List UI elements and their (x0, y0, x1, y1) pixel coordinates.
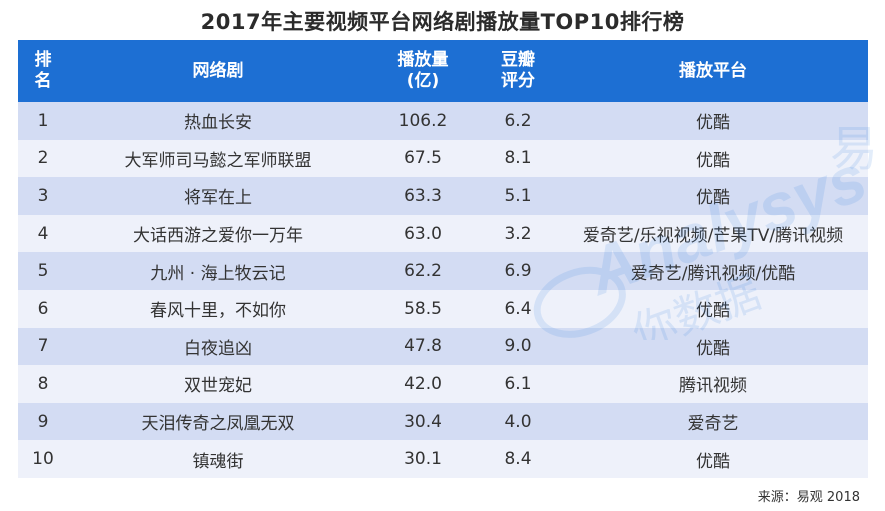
views-cell: 30.1 (404, 449, 442, 470)
table-row: 6 春风十里，不如你 58.5 6.4 优酷 (18, 289, 868, 328)
views-cell: 106.2 (398, 110, 448, 131)
views-cell: 58.5 (404, 298, 442, 319)
rank-cell: 1 (37, 110, 49, 131)
header-score: 豆瓣 评分 (501, 50, 535, 91)
views-cell: 63.0 (404, 223, 442, 244)
rank-cell: 4 (37, 223, 49, 244)
rank-cell: 6 (37, 298, 49, 319)
table-row: 4 大话西游之爱你一万年 63.0 3.2 爱奇艺/乐视视频/芒果TV/腾讯视频 (18, 214, 868, 253)
score-cell: 4.0 (504, 411, 532, 432)
drama-cell: 镇魂街 (192, 451, 244, 472)
table-row: 2 大军师司马懿之军师联盟 67.5 8.1 优酷 (18, 139, 868, 178)
score-cell: 6.9 (504, 261, 532, 282)
ranking-table: 排 名 网络剧 播放量 (亿) 豆瓣 评分 播放平台 1 热血长安 106.2 6.2… (18, 40, 868, 478)
score-cell: 6.2 (504, 110, 532, 131)
platform-cell: 腾讯视频 (679, 376, 747, 397)
platform-cell: 优酷 (696, 451, 730, 472)
table-row: 8 双世宠妃 42.0 6.1 腾讯视频 (18, 365, 868, 403)
score-cell: 8.4 (504, 449, 532, 470)
table-row: 9 天泪传奇之凤凰无双 30.4 4.0 爱奇艺 (18, 402, 868, 441)
views-cell: 67.5 (404, 148, 442, 169)
rank-cell: 8 (37, 373, 49, 394)
views-cell: 62.2 (404, 261, 442, 282)
platform-cell: 爱奇艺 (687, 414, 739, 435)
header-rank: 排 名 (34, 50, 52, 91)
drama-cell: 大军师司马懿之军师联盟 (124, 150, 312, 171)
table-header: 排 名 网络剧 播放量 (亿) 豆瓣 评分 播放平台 (18, 40, 868, 102)
drama-cell: 将军在上 (184, 188, 252, 209)
drama-cell: 热血长安 (184, 113, 252, 134)
drama-cell: 九州 · 海上牧云记 (150, 263, 286, 284)
table-row: 3 将军在上 63.3 5.1 优酷 (18, 177, 868, 215)
table-row: 7 白夜追凶 47.8 9.0 优酷 (18, 327, 868, 366)
drama-cell: 天泪传奇之凤凰无双 (141, 414, 295, 435)
rank-cell: 7 (37, 336, 49, 357)
drama-cell: 春风十里，不如你 (150, 301, 286, 322)
rank-cell: 3 (37, 185, 49, 206)
drama-cell: 双世宠妃 (184, 376, 252, 397)
page-title: 2017年主要视频平台网络剧播放量TOP10排行榜 (200, 10, 685, 34)
rank-cell: 9 (37, 411, 49, 432)
header-platform: 播放平台 (679, 60, 747, 81)
header-drama: 网络剧 (192, 60, 244, 81)
platform-cell: 爱奇艺/腾讯视频/优酷 (630, 263, 796, 284)
table-row: 10 镇魂街 30.1 8.4 优酷 (18, 440, 868, 478)
table-row: 5 九州 · 海上牧云记 62.2 6.9 爱奇艺/腾讯视频/优酷 (18, 252, 868, 290)
score-cell: 9.0 (504, 336, 532, 357)
score-cell: 5.1 (504, 185, 532, 206)
score-cell: 6.1 (504, 373, 532, 394)
rank-cell: 5 (37, 261, 49, 282)
score-cell: 8.1 (504, 148, 532, 169)
drama-cell: 白夜追凶 (184, 338, 252, 359)
score-cell: 6.4 (504, 298, 532, 319)
table-body: 1 热血长安 106.2 6.2 优酷 2 大军师司马懿之军师联盟 67.5 8.1 优酷 3 将军在… (18, 102, 868, 478)
views-cell: 63.3 (404, 185, 442, 206)
source-note: 来源：易观 2018 (757, 490, 860, 505)
views-cell: 30.4 (404, 411, 442, 432)
platform-cell: 优酷 (696, 338, 730, 359)
header-views: 播放量 (亿) (397, 50, 449, 91)
platform-cell: 优酷 (696, 150, 730, 171)
table-row: 1 热血长安 106.2 6.2 优酷 (18, 102, 868, 140)
platform-cell: 优酷 (696, 113, 730, 134)
score-cell: 3.2 (504, 223, 532, 244)
rank-cell: 2 (37, 148, 49, 169)
platform-cell: 爱奇艺/乐视视频/芒果TV/腾讯视频 (582, 226, 844, 247)
views-cell: 47.8 (404, 336, 442, 357)
views-cell: 42.0 (404, 373, 442, 394)
rank-cell: 10 (32, 449, 54, 470)
drama-cell: 大话西游之爱你一万年 (133, 226, 303, 247)
platform-cell: 优酷 (696, 188, 730, 209)
platform-cell: 优酷 (696, 301, 730, 322)
